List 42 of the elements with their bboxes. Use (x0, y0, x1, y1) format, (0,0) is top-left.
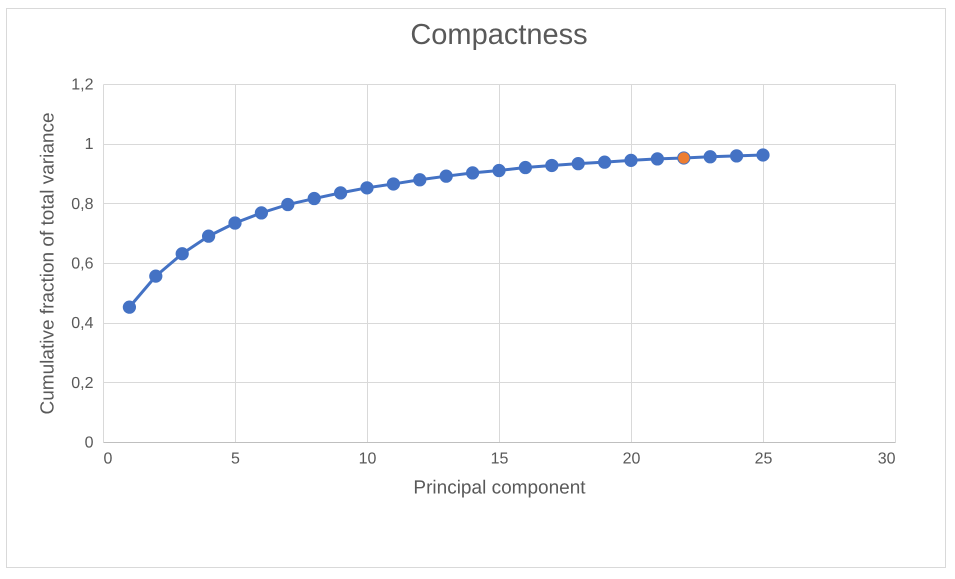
x-tick-label: 15 (490, 450, 508, 468)
y-tick-label: 0,6 (71, 256, 94, 272)
x-tick-label: 30 (878, 450, 896, 468)
y-tick-label: 0,4 (71, 315, 94, 332)
x-axis-title: Principal component (413, 478, 586, 498)
point (730, 149, 744, 163)
x-tick-label: 0 (104, 450, 112, 468)
point (650, 152, 664, 166)
point (704, 150, 717, 164)
point (413, 173, 426, 186)
point (308, 192, 321, 206)
y-tick-label: 1,2 (71, 76, 94, 94)
point (545, 158, 558, 172)
y-tick-label: 0,8 (71, 196, 94, 213)
x-tick-label: 5 (231, 450, 240, 468)
point (149, 270, 162, 283)
point (386, 177, 400, 191)
chart-title: Compactness (410, 19, 588, 51)
point (677, 151, 690, 165)
point (624, 154, 638, 167)
point (440, 170, 453, 183)
point (518, 160, 532, 174)
point (281, 198, 294, 212)
point (334, 186, 348, 200)
y-tick-label: 0 (84, 434, 94, 452)
point (572, 157, 585, 170)
x-tick-label: 20 (622, 450, 640, 468)
y-tick-label: 1 (84, 136, 94, 154)
point (598, 156, 612, 169)
x-tick-label: 25 (754, 450, 772, 468)
point (122, 300, 136, 314)
point (254, 206, 268, 220)
point (228, 216, 242, 230)
y-axis-title: Cumulative fraction of total variance (37, 112, 58, 415)
point (492, 164, 506, 178)
y-tick-label: 0,2 (71, 374, 94, 392)
point (756, 148, 770, 162)
point (202, 230, 216, 243)
point (176, 247, 189, 260)
point (466, 166, 480, 180)
x-tick-label: 10 (358, 450, 376, 468)
point (360, 181, 374, 194)
